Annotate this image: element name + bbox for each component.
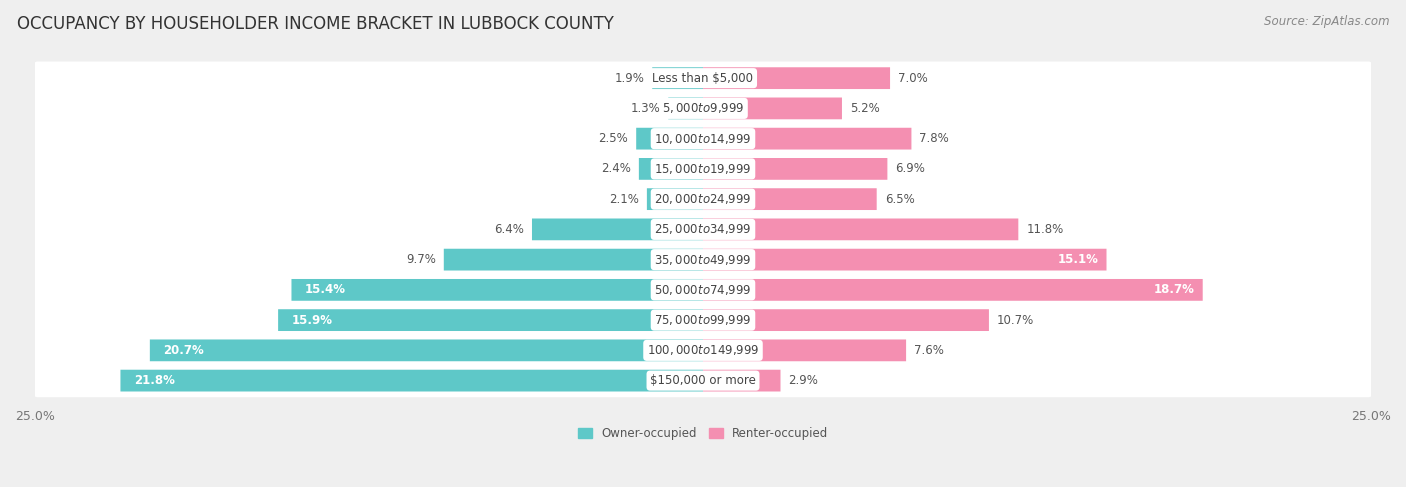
Text: $25,000 to $34,999: $25,000 to $34,999 [654,223,752,236]
Text: Less than $5,000: Less than $5,000 [652,72,754,85]
FancyBboxPatch shape [668,97,703,119]
FancyBboxPatch shape [34,213,1372,246]
FancyBboxPatch shape [34,364,1372,397]
FancyBboxPatch shape [278,309,703,331]
FancyBboxPatch shape [703,219,1018,240]
Text: 21.8%: 21.8% [134,374,174,387]
Text: 1.9%: 1.9% [614,72,644,85]
Text: 2.4%: 2.4% [600,162,631,175]
Text: $20,000 to $24,999: $20,000 to $24,999 [654,192,752,206]
FancyBboxPatch shape [652,67,703,89]
Text: $10,000 to $14,999: $10,000 to $14,999 [654,131,752,146]
FancyBboxPatch shape [703,339,905,361]
Text: 5.2%: 5.2% [851,102,880,115]
Text: $5,000 to $9,999: $5,000 to $9,999 [662,101,744,115]
FancyBboxPatch shape [703,97,842,119]
FancyBboxPatch shape [531,219,703,240]
Text: 18.7%: 18.7% [1154,283,1195,297]
FancyBboxPatch shape [703,128,911,150]
Text: 10.7%: 10.7% [997,314,1035,327]
Text: 7.6%: 7.6% [914,344,943,357]
FancyBboxPatch shape [444,249,703,270]
FancyBboxPatch shape [703,158,887,180]
Text: $35,000 to $49,999: $35,000 to $49,999 [654,253,752,266]
Text: $100,000 to $149,999: $100,000 to $149,999 [647,343,759,357]
Text: OCCUPANCY BY HOUSEHOLDER INCOME BRACKET IN LUBBOCK COUNTY: OCCUPANCY BY HOUSEHOLDER INCOME BRACKET … [17,15,614,33]
Text: 6.4%: 6.4% [494,223,524,236]
FancyBboxPatch shape [636,128,703,150]
FancyBboxPatch shape [34,122,1372,155]
Text: 20.7%: 20.7% [163,344,204,357]
Text: 2.1%: 2.1% [609,193,638,206]
Text: $150,000 or more: $150,000 or more [650,374,756,387]
Text: 7.0%: 7.0% [898,72,928,85]
FancyBboxPatch shape [703,279,1202,301]
Text: 1.3%: 1.3% [630,102,661,115]
FancyBboxPatch shape [150,339,703,361]
FancyBboxPatch shape [703,67,890,89]
Text: Source: ZipAtlas.com: Source: ZipAtlas.com [1264,15,1389,28]
Text: $15,000 to $19,999: $15,000 to $19,999 [654,162,752,176]
Text: 15.1%: 15.1% [1057,253,1098,266]
FancyBboxPatch shape [703,309,988,331]
Text: 9.7%: 9.7% [406,253,436,266]
Legend: Owner-occupied, Renter-occupied: Owner-occupied, Renter-occupied [572,422,834,445]
FancyBboxPatch shape [703,370,780,392]
FancyBboxPatch shape [638,158,703,180]
Text: $50,000 to $74,999: $50,000 to $74,999 [654,283,752,297]
Text: 6.5%: 6.5% [884,193,914,206]
FancyBboxPatch shape [34,61,1372,95]
Text: 6.9%: 6.9% [896,162,925,175]
FancyBboxPatch shape [34,273,1372,306]
Text: $75,000 to $99,999: $75,000 to $99,999 [654,313,752,327]
FancyBboxPatch shape [34,152,1372,186]
FancyBboxPatch shape [291,279,703,301]
FancyBboxPatch shape [34,183,1372,216]
FancyBboxPatch shape [34,303,1372,337]
FancyBboxPatch shape [703,188,877,210]
Text: 15.4%: 15.4% [305,283,346,297]
FancyBboxPatch shape [34,334,1372,367]
Text: 11.8%: 11.8% [1026,223,1063,236]
Text: 15.9%: 15.9% [291,314,332,327]
FancyBboxPatch shape [34,92,1372,125]
Text: 2.9%: 2.9% [789,374,818,387]
FancyBboxPatch shape [34,243,1372,276]
Text: 2.5%: 2.5% [599,132,628,145]
FancyBboxPatch shape [121,370,703,392]
Text: 7.8%: 7.8% [920,132,949,145]
FancyBboxPatch shape [647,188,703,210]
FancyBboxPatch shape [703,249,1107,270]
